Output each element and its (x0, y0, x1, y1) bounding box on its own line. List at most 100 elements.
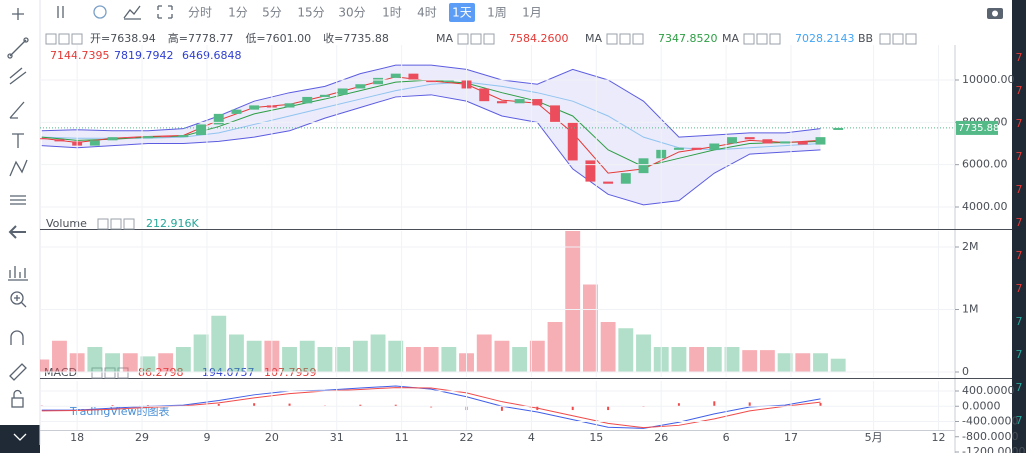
x-tick-label: 17 (784, 431, 798, 444)
volume-bar (830, 358, 846, 372)
volume-value: 212.916K (146, 217, 199, 230)
candle-body (691, 147, 702, 150)
interval-button[interactable]: 1时 (382, 6, 402, 20)
y-tick-label: 2M (962, 240, 979, 253)
volume-bar (299, 340, 315, 372)
moving-average (41, 81, 821, 151)
x-tick-label: 22 (460, 431, 474, 444)
interval-button[interactable]: 15分 (297, 6, 324, 20)
candle-body (284, 103, 295, 108)
drawing-tools[interactable] (7, 8, 29, 408)
indicator-name: BB (858, 32, 873, 45)
candle-body (178, 135, 189, 138)
volume-bar (759, 350, 775, 372)
candle-body (89, 140, 100, 146)
candle-body (355, 84, 366, 89)
legend-icon[interactable] (483, 33, 495, 45)
volume-bar (547, 322, 563, 372)
interval-button[interactable]: 1周 (487, 6, 507, 20)
candle-body (196, 124, 207, 136)
candle-body (125, 137, 136, 139)
interval-button[interactable]: 5分 (262, 6, 282, 20)
legend-icon[interactable] (879, 33, 891, 45)
legend-icon[interactable] (457, 33, 469, 45)
indicator-value: 7584.2600 (509, 32, 569, 45)
ohlc-label: 开= (90, 32, 110, 45)
candle-body (780, 141, 791, 144)
last-price-label: 7735.88 (958, 123, 999, 134)
y-tick-label: 1M (962, 303, 979, 316)
candle-body (550, 105, 560, 123)
legend-icon[interactable] (97, 218, 109, 230)
volume-bar (795, 353, 811, 372)
y-tick-label: -1200.0000 (962, 445, 1025, 453)
bb-value: 7144.7395 (50, 49, 110, 62)
candle-body (443, 80, 454, 83)
x-tick-label: 11 (395, 431, 409, 444)
legend-icon[interactable] (606, 33, 618, 45)
candle-body (638, 158, 649, 174)
legend-icon[interactable] (632, 33, 644, 45)
volume-bar (600, 322, 616, 372)
volume-bar (40, 359, 50, 372)
collapse-icon[interactable] (13, 433, 27, 441)
interval-button[interactable]: 4时 (417, 6, 437, 20)
legend-icon[interactable] (905, 33, 917, 45)
interval-button[interactable]: 分时 (188, 6, 212, 20)
ohlc-legend: 开=7638.94 高=7778.77 低=7601.00 收=7735.88 (90, 31, 389, 45)
volume-bar (706, 347, 722, 372)
volume-bar (423, 347, 439, 372)
volume-bar (636, 334, 651, 372)
y-tick-label: -800.0000 (962, 430, 1018, 443)
legend-icon[interactable] (71, 33, 83, 45)
legend-icon[interactable] (756, 33, 768, 45)
interval-button[interactable]: 1天 (452, 6, 472, 20)
volume-bar (229, 334, 244, 372)
y-tick-label: 10000.00 (962, 73, 1015, 86)
volume-bar (246, 340, 262, 372)
volume-bar (87, 347, 103, 372)
candle-body (727, 137, 737, 144)
volume-bar (352, 340, 368, 372)
interval-button[interactable]: 30分 (338, 6, 365, 20)
legend-icon[interactable] (117, 367, 129, 379)
candle-body (496, 101, 507, 104)
legend-icon[interactable] (45, 33, 57, 45)
volume-bar (335, 347, 351, 372)
legend-icon[interactable] (104, 367, 116, 379)
candle-body (815, 137, 826, 145)
candle-body (797, 141, 808, 145)
top-icons[interactable] (57, 5, 1003, 20)
legend-icon[interactable] (123, 218, 135, 230)
legend-icon[interactable] (91, 367, 103, 379)
side-label: 7 (1016, 51, 1023, 64)
ohlc-label: 低= (245, 32, 265, 45)
legend-icon[interactable] (619, 33, 631, 45)
bb-value: 7819.7942 (114, 49, 174, 62)
legend-icon[interactable] (743, 33, 755, 45)
candle-body (213, 113, 224, 125)
candle-body (54, 139, 65, 142)
x-tick-label: 6 (723, 431, 730, 444)
candle-body (373, 77, 383, 85)
x-tick-label: 4 (528, 431, 535, 444)
interval-button[interactable]: 1分 (228, 6, 248, 20)
candle-body (514, 99, 525, 104)
y-tick-label: 0.0000 (962, 399, 1001, 412)
legend-icon[interactable] (769, 33, 781, 45)
volume-bar (158, 353, 174, 372)
ohlc-value: 7735.88 (343, 32, 389, 45)
candle-body (319, 94, 330, 97)
x-tick-label: 29 (135, 431, 149, 444)
legend-icon[interactable] (470, 33, 482, 45)
ohlc-value: 7601.00 (266, 32, 312, 45)
legend-icon[interactable] (110, 218, 122, 230)
volume-bar (211, 315, 227, 372)
legend-icon[interactable] (58, 33, 70, 45)
volume-bar (388, 340, 404, 372)
legend-icon[interactable] (892, 33, 904, 45)
volume-bar (122, 353, 138, 372)
interval-button[interactable]: 1月 (522, 6, 542, 20)
volume-bar (52, 340, 67, 372)
